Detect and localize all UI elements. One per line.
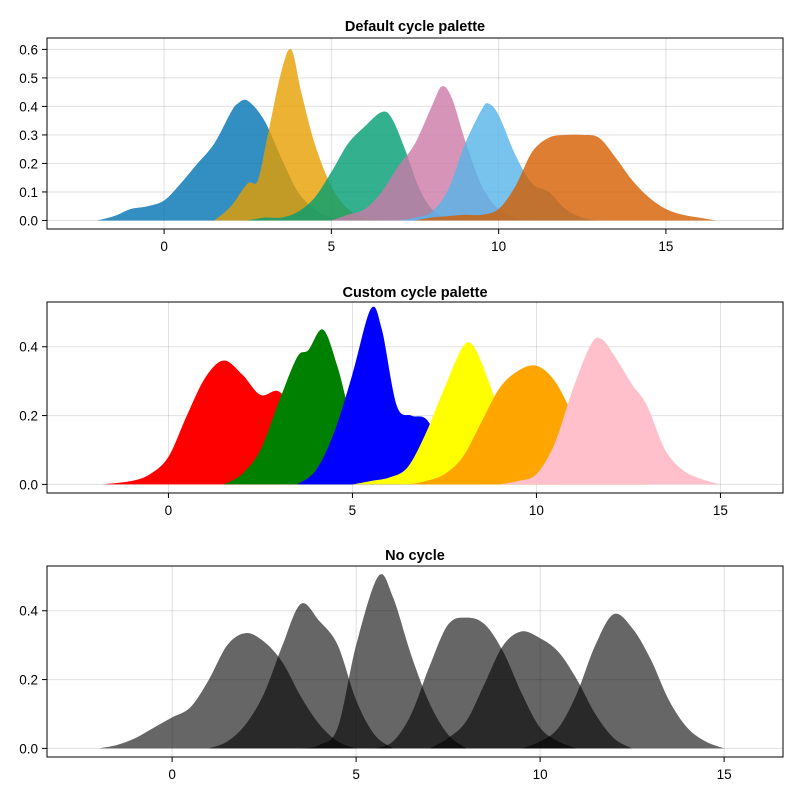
series-group: [102, 306, 721, 485]
y-tick-label: 0.0: [19, 741, 38, 756]
y-tick-label: 0.2: [19, 673, 38, 688]
density-area-1: [214, 48, 382, 221]
series-group: [98, 574, 725, 749]
axis-frame: [46, 301, 784, 494]
y-tick-label: 0.4: [19, 340, 38, 355]
y-tick-label: 0.4: [19, 99, 38, 114]
y-tick-label: 0.0: [19, 213, 38, 228]
y-tick-label: 0.2: [19, 409, 38, 424]
y-tick-label: 0.0: [19, 477, 38, 492]
y-tick-label: 0.3: [19, 128, 38, 143]
x-tick-label: 0: [160, 239, 168, 254]
y-tick-label: 0.5: [19, 71, 38, 86]
density-area-4: [398, 103, 599, 221]
x-tick-label: 15: [658, 239, 673, 254]
x-tick-label: 5: [352, 767, 360, 782]
chart-panel-2: 0 5 10 15 0.0 0.2 0.4 No cycle: [19, 548, 784, 782]
x-tick-label: 0: [165, 503, 173, 518]
series-group: [97, 48, 717, 221]
x-tick-label: 10: [491, 239, 506, 254]
x-tick-label: 10: [529, 503, 544, 518]
x-tick-label: 10: [533, 767, 548, 782]
x-tick-label: 5: [349, 503, 357, 518]
density-area-5: [499, 337, 721, 485]
x-tick-label: 15: [713, 503, 728, 518]
y-tick-label: 0.1: [19, 185, 38, 200]
x-tick-label: 15: [717, 767, 732, 782]
x-tick-label: 5: [328, 239, 336, 254]
chart-title: Default cycle palette: [345, 19, 485, 35]
chart-title: No cycle: [385, 548, 445, 564]
y-tick-label: 0.4: [19, 604, 38, 619]
density-area-5: [415, 134, 717, 221]
axis-frame: [46, 565, 784, 758]
chart-title: Custom cycle palette: [342, 285, 487, 301]
chart-panel-0: 0 5 10 15 0.0 0.1 0.2 0.3 0.4 0.5 0.6 Default cycle…: [19, 19, 784, 254]
chart-panel-1: 0 5 10 15 0.0 0.2 0.4 Custom cycle palette: [19, 285, 784, 518]
y-tick-label: 0.2: [19, 156, 38, 171]
density-area-5: [521, 613, 725, 749]
y-tick-label: 0.6: [19, 42, 38, 57]
axis-frame: [46, 37, 784, 230]
x-tick-label: 0: [168, 767, 176, 782]
